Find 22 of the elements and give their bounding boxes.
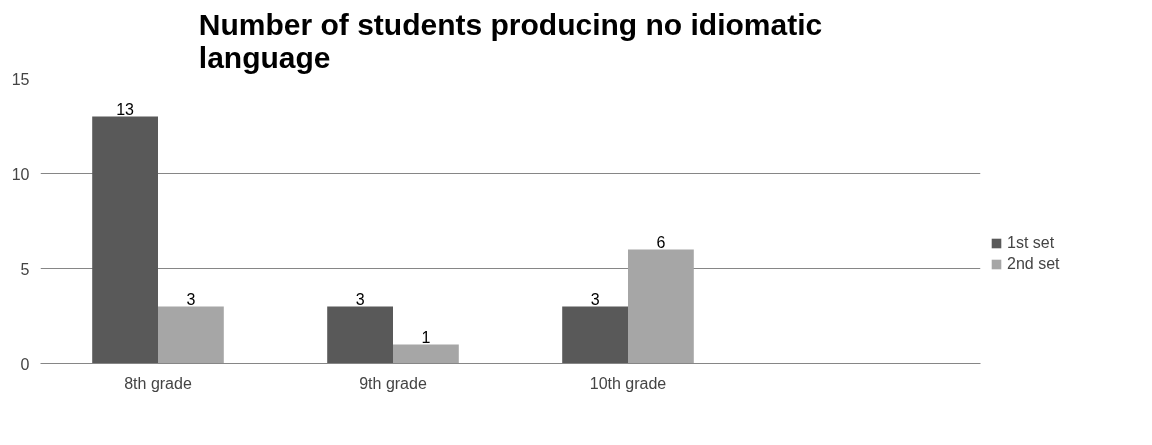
x-tick-label: 10th grade (589, 374, 667, 392)
data-label: 1 (421, 328, 431, 346)
data-label: 3 (590, 290, 600, 308)
data-label: 13 (116, 100, 135, 118)
y-tick-label: 5 (20, 260, 30, 278)
bar (92, 116, 158, 364)
legend-label: 1st set (1007, 234, 1055, 252)
data-label: 6 (656, 233, 666, 251)
data-label: 3 (186, 290, 196, 308)
bar (628, 249, 694, 364)
y-tick-label: 15 (11, 70, 30, 88)
x-tick-label: 8th grade (124, 374, 192, 392)
y-tick-label: 10 (11, 165, 30, 183)
bar (393, 344, 459, 364)
chart-title: Number of students producing no idiomatic language (198, 7, 823, 74)
y-tick-label: 0 (20, 355, 30, 373)
legend-label: 2nd set (1007, 255, 1060, 273)
data-label: 3 (355, 290, 365, 308)
bar (327, 306, 393, 364)
bar (158, 306, 224, 364)
x-tick-label: 9th grade (359, 374, 427, 392)
bar (562, 306, 628, 364)
